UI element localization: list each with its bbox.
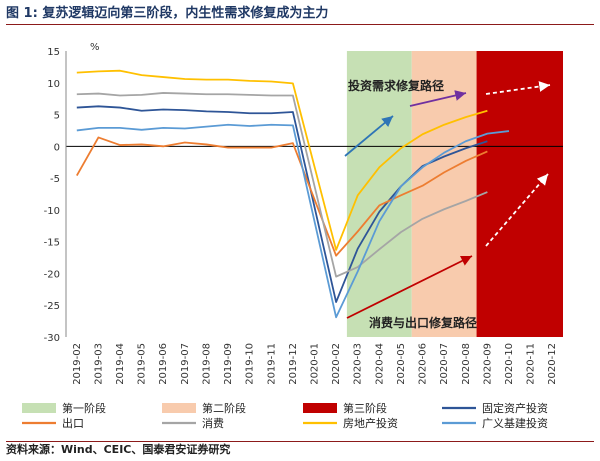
x-tick-label: 2020-03	[353, 343, 364, 385]
y-tick-label: -20	[44, 269, 60, 280]
x-tick-label: 2020-05	[396, 343, 407, 385]
x-tick-label: 2020-01	[310, 343, 321, 385]
y-tick-label: 5	[54, 111, 60, 122]
x-tick-label: 2019-02	[72, 343, 83, 385]
figure-title: 复苏逻辑迈向第三阶段，内生性需求修复成为主力	[42, 6, 329, 21]
x-tick-label: 2020-10	[504, 343, 515, 385]
legend-swatch	[303, 403, 337, 413]
x-tick-label: 2019-06	[158, 343, 169, 385]
legend-label: 第一阶段	[62, 401, 106, 415]
y-tick-label: -30	[44, 333, 60, 344]
legend-label: 房地产投资	[343, 416, 398, 430]
series-line-4	[76, 69, 488, 251]
x-tick-label: 2020-11	[526, 343, 537, 385]
x-tick-label: 2020-06	[418, 343, 429, 385]
legend-label: 第三阶段	[343, 401, 387, 415]
investment-arrow-1	[344, 115, 394, 157]
investment-arrow-2	[409, 90, 467, 107]
series-line-3	[76, 92, 488, 278]
series-line-5	[76, 123, 510, 319]
unit-label: %	[90, 42, 100, 53]
series-line-2	[76, 136, 488, 257]
investment-arrow-3	[485, 81, 551, 95]
y-tick-label: -5	[50, 174, 60, 185]
y-tick-label: 10	[47, 79, 60, 90]
x-tick-label: 2020-04	[374, 343, 385, 385]
source-note: 资料来源：Wind、CEIC、国泰君安证券研究	[6, 441, 594, 458]
annotation-consumption-export-path: 消费与出口修复路径	[369, 315, 477, 330]
legend-swatch	[162, 403, 196, 413]
x-tick-label: 2019-05	[137, 343, 148, 385]
page-title: 图 1: 复苏逻辑迈向第三阶段，内生性需求修复成为主力	[6, 4, 594, 25]
annotation-investment-path: 投资需求修复路径	[348, 78, 444, 93]
x-tick-label: 2019-07	[180, 343, 191, 385]
chart: 15 10 5 0 -5 -10 -15 -20 -25 -30% 2019-02 2019-03 20…	[22, 42, 563, 430]
legend-label: 固定资产投资	[482, 401, 548, 415]
path-arrows	[344, 81, 551, 319]
y-tick-label: 0	[54, 142, 60, 153]
x-tick-label: 2019-11	[266, 343, 277, 385]
legend-swatch	[22, 403, 56, 413]
x-tick-label: 2020-07	[439, 343, 450, 385]
x-tick-label: 2020-09	[482, 343, 493, 385]
y-tick-label: 15	[47, 47, 60, 58]
x-tick-label: 2020-02	[331, 343, 342, 385]
y-tick-label: -25	[44, 301, 60, 312]
legend-label: 第二阶段	[202, 401, 246, 415]
series-line-1	[76, 105, 488, 303]
figure-label: 图 1:	[6, 6, 38, 21]
x-tick-label: 2019-08	[201, 343, 212, 385]
y-tick-label: -15	[44, 238, 60, 249]
x-tick-label: 2020-12	[547, 343, 558, 385]
y-tick-label: -10	[44, 206, 60, 217]
consumption-arrow-1	[346, 255, 473, 319]
consumption-arrow-2	[485, 173, 549, 247]
x-tick-label: 2020-08	[461, 343, 472, 385]
x-tick-label: 2019-12	[288, 343, 299, 385]
x-tick-label: 2019-03	[93, 343, 104, 385]
legend-label: 出口	[62, 416, 84, 430]
x-tick-label: 2019-04	[115, 343, 126, 385]
stage-band-2	[411, 51, 477, 337]
legend-label: 消费	[202, 416, 224, 430]
x-tick-label: 2019-10	[245, 343, 256, 385]
stage-band-3	[476, 51, 563, 337]
legend-label: 广义基建投资	[482, 416, 548, 430]
x-tick-label: 2019-09	[223, 343, 234, 385]
